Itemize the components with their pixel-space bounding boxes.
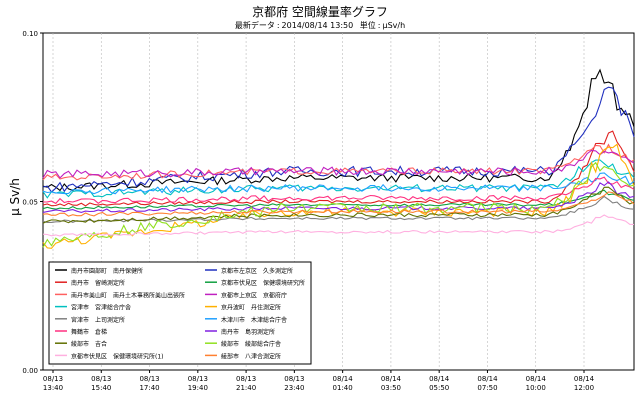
x-tick-time: 07:50 <box>477 384 497 392</box>
latest-data-label: 最新データ <box>234 21 275 30</box>
legend-label: 綾部市 八津合測定所 <box>221 352 281 360</box>
unit-label: 単位 <box>359 21 376 30</box>
series-line <box>42 143 635 249</box>
x-tick-date: 08/14 <box>574 375 595 383</box>
x-tick-time: 19:40 <box>188 384 208 392</box>
chart-subtitle: 最新データ:2014/08/14 13:50 単位: μSv/h <box>234 21 406 30</box>
x-tick-date: 08/13 <box>43 375 63 383</box>
legend-label: 木津川市 木津総合庁舎 <box>221 316 287 324</box>
legend-label: 京都市上京区 京都府庁 <box>221 291 287 299</box>
x-tick-date: 08/14 <box>333 375 354 383</box>
series-line <box>42 186 635 224</box>
x-tick-time: 03:50 <box>381 384 401 392</box>
series-line <box>42 181 635 213</box>
legend-label: 南丹市 留崎測定所 <box>71 279 125 287</box>
legend-label: 京丹波町 丹住測定所 <box>221 304 281 312</box>
legend-label: 宮津市 宮津総合庁舎 <box>71 304 131 312</box>
x-tick-time: 10:00 <box>526 384 546 392</box>
legend-label: 綾部市 吉合 <box>71 340 107 348</box>
x-tick-time: 05:50 <box>429 384 449 392</box>
latest-data-timestamp: 2014/08/14 13:50 <box>281 21 354 30</box>
unit-value: μSv/h <box>382 21 406 30</box>
x-tick-date: 08/13 <box>91 375 111 383</box>
x-tick-time: 15:40 <box>91 384 111 392</box>
legend-label: 京都市左京区 久多測定所 <box>221 267 293 275</box>
x-tick-time: 01:40 <box>333 384 353 392</box>
legend-label: 宮津市 上司測定所 <box>71 316 125 324</box>
legend-label: 南丹市園部町 南丹保健所 <box>71 267 143 275</box>
y-tick-label: 0.00 <box>22 367 38 375</box>
series-line <box>42 143 635 181</box>
x-tick-time: 21:40 <box>236 384 256 392</box>
series-line <box>42 176 635 205</box>
x-tick-time: 17:40 <box>139 384 159 392</box>
legend-box <box>48 261 312 365</box>
legend-label: 京都市伏見区 保健環境研究所 <box>221 279 305 287</box>
legend-label: 京都市伏見区 保健環境研究所(1) <box>71 352 164 360</box>
series-line <box>42 191 635 217</box>
x-tick-date: 08/14 <box>429 375 450 383</box>
legend-label: 舞鶴市 倉梯 <box>71 328 107 336</box>
chart-title: 京都府 空間線量率グラフ <box>252 5 388 19</box>
x-tick-date: 08/13 <box>188 375 208 383</box>
y-tick-label: 0.10 <box>22 30 38 38</box>
x-tick-date: 08/13 <box>139 375 159 383</box>
x-tick-date: 08/13 <box>284 375 304 383</box>
x-tick-time: 13:40 <box>43 384 63 392</box>
x-tick-date: 08/14 <box>526 375 547 383</box>
x-tick-date: 08/14 <box>477 375 498 383</box>
x-tick-time: 12:00 <box>574 384 594 392</box>
legend-label: 南丹市美山町 南丹土木事務所美山出張所 <box>71 291 185 299</box>
x-tick-date: 08/14 <box>381 375 402 383</box>
series-line <box>42 149 635 179</box>
series-line <box>42 214 635 237</box>
x-tick-time: 23:40 <box>284 384 304 392</box>
y-tick-label: 0.05 <box>22 199 38 207</box>
legend-label: 綾部市 綾部総合庁舎 <box>221 340 281 348</box>
x-tick-date: 08/13 <box>236 375 256 383</box>
series-line <box>42 172 635 195</box>
legend-label: 南丹市 島羽測定所 <box>221 328 275 336</box>
series-line <box>42 68 635 192</box>
